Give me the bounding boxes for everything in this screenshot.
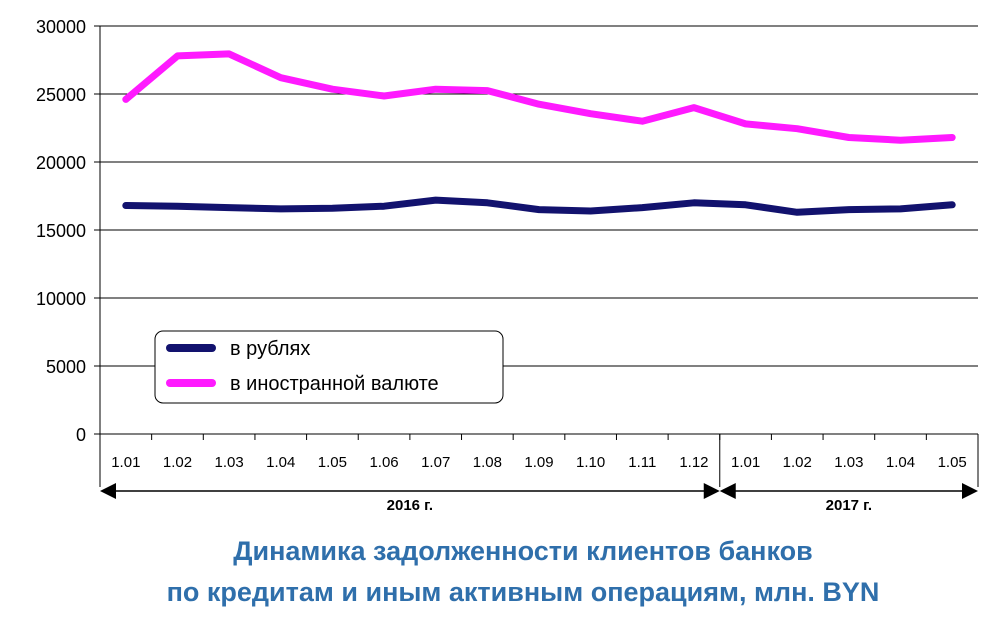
y-tick-label: 0	[76, 425, 86, 445]
x-tick-label: 1.09	[524, 454, 553, 471]
chart-title-line-2: по кредитам и иным активным операциям, м…	[167, 577, 880, 607]
x-tick-label: 1.01	[111, 454, 140, 471]
x-tick-label: 1.07	[421, 454, 450, 471]
x-tick-label: 1.12	[679, 454, 708, 471]
year-label: 2017 г.	[826, 497, 872, 514]
y-tick-label: 15000	[36, 221, 86, 241]
series-line-rubles	[122, 196, 956, 216]
chart-title-line-1: Динамика задолженности клиентов банков	[233, 536, 812, 566]
series-lines	[122, 50, 956, 216]
x-tick-label: 1.06	[369, 454, 398, 471]
y-tick-label: 25000	[36, 85, 86, 105]
x-tick-label: 1.05	[318, 454, 347, 471]
year-range-arrow-left	[100, 483, 116, 499]
y-tick-label: 20000	[36, 153, 86, 173]
y-tick-label: 5000	[46, 357, 86, 377]
x-tick-label: 1.10	[576, 454, 605, 471]
legend-label-rubles: в рублях	[230, 338, 310, 360]
y-tick-label: 30000	[36, 17, 86, 37]
year-axis: 2016 г. 2017 г.	[100, 434, 978, 514]
x-axis: 1.01 1.02 1.03 1.04 1.05 1.06 1.07 1.08 1.09 1.10…	[99, 433, 979, 487]
year-range-arrow-right	[962, 483, 978, 499]
year-label: 2016 г.	[387, 497, 433, 514]
x-tick-label: 1.11	[628, 454, 656, 471]
series-line-foreign-currency	[122, 50, 956, 144]
x-tick-label: 1.03	[834, 454, 863, 471]
gridlines	[100, 25, 978, 367]
x-tick-label: 1.05	[938, 454, 967, 471]
x-tick-label: 1.08	[473, 454, 502, 471]
year-range-arrow-left	[719, 483, 736, 499]
legend-box	[154, 330, 504, 404]
x-tick-label: 1.02	[783, 454, 812, 471]
legend-label-foreign-currency: в иностранной валюте	[230, 373, 439, 395]
year-range-arrow-right	[703, 483, 720, 499]
x-tick-label: 1.03	[215, 454, 244, 471]
x-tick-label: 1.04	[266, 454, 295, 471]
x-tick-label: 1.01	[731, 454, 760, 471]
y-axis: 0 5000 10000 15000 20000 25000 30000	[36, 17, 101, 445]
x-tick-label: 1.04	[886, 454, 915, 471]
x-tick-label: 1.02	[163, 454, 192, 471]
y-tick-label: 10000	[36, 289, 86, 309]
legend: в рублях в иностранной валюте	[154, 330, 504, 404]
